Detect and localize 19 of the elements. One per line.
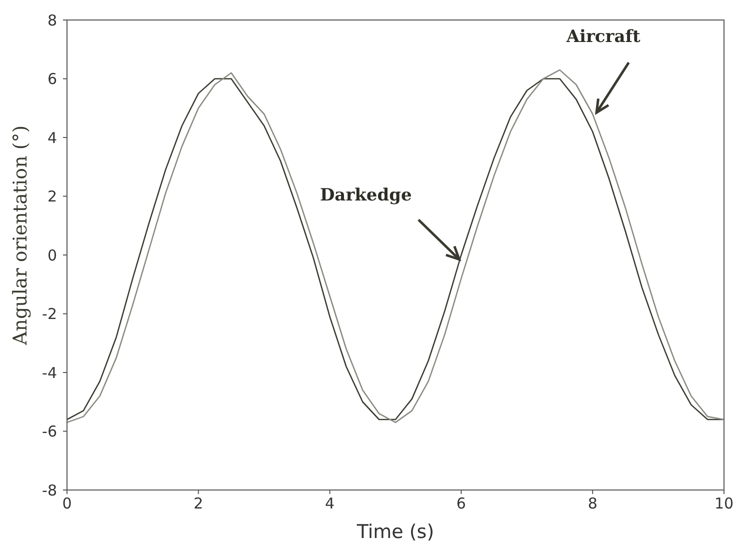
series-label: Darkedge	[320, 186, 412, 206]
y-tick-label: -2	[42, 305, 57, 324]
x-tick-label: 6	[456, 494, 466, 513]
y-tick-label: 6	[47, 70, 57, 88]
x-tick-label: 0	[62, 494, 72, 513]
x-tick-label: 10	[714, 494, 734, 513]
x-tick-label: 4	[325, 494, 335, 513]
y-tick-label: 0	[47, 246, 57, 264]
y-tick-label: -8	[42, 481, 57, 500]
y-tick-label: -6	[42, 422, 57, 441]
y-tick-label: 2	[47, 188, 57, 206]
series-label: Aircraft	[565, 27, 641, 48]
x-tick-label: 2	[194, 494, 204, 513]
x-tick-label: 8	[588, 494, 598, 513]
y-tick-label: -4	[42, 364, 57, 382]
y-axis-title: Angular orientation (°)	[10, 125, 32, 346]
y-tick-label: 8	[47, 11, 57, 30]
y-tick-label: 4	[47, 128, 57, 147]
x-axis-title: Time (s)	[356, 521, 434, 543]
